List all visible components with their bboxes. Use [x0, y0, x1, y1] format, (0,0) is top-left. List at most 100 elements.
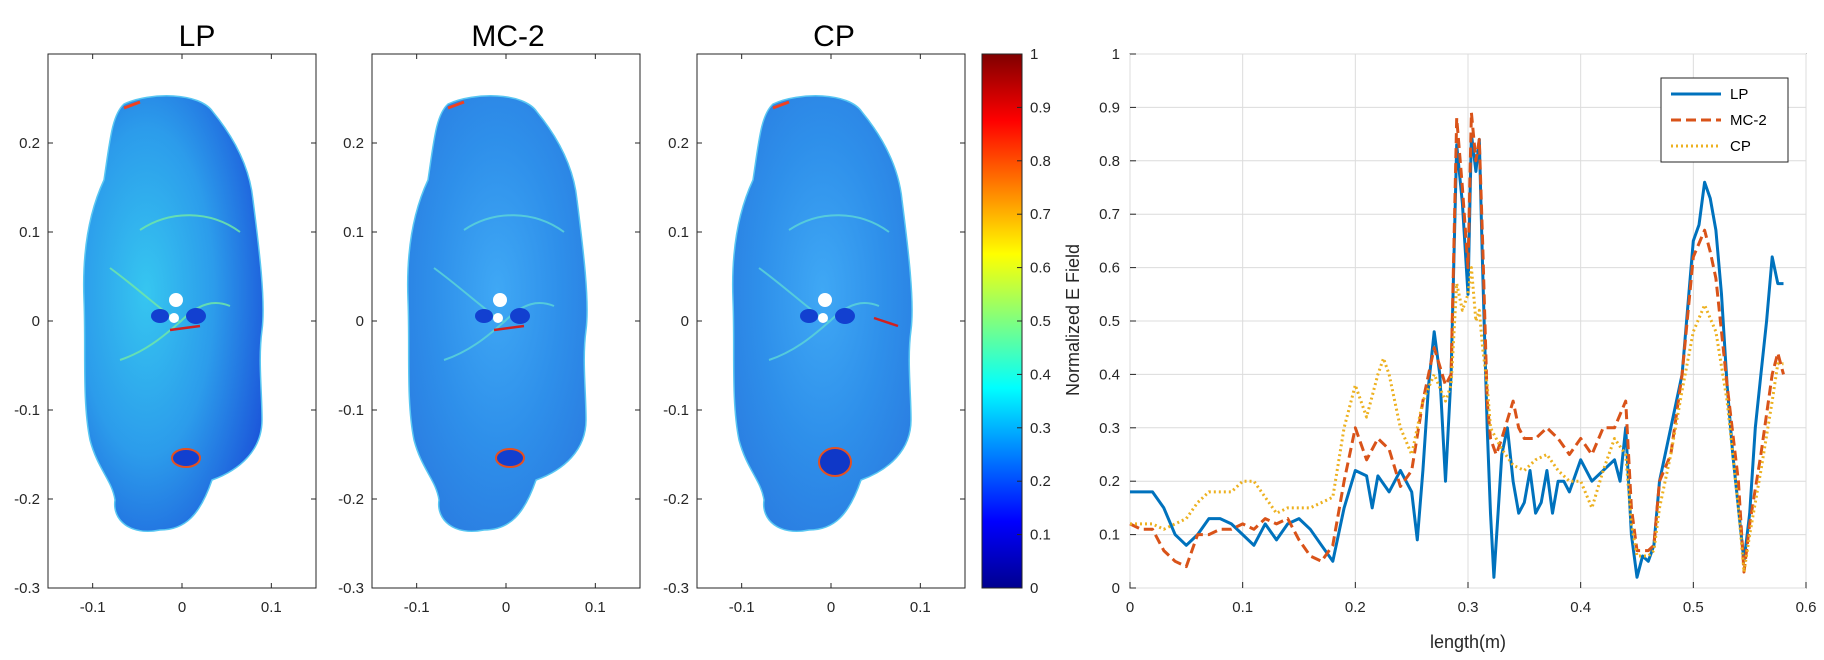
cavity [493, 313, 503, 323]
cavity [818, 293, 832, 307]
heatmap-panel-mc-2: MC-2 [371, 20, 641, 589]
organ [800, 309, 818, 323]
x-tick-label: 0.1 [261, 599, 282, 616]
panel-title: MC-2 [471, 20, 544, 53]
colorbar: Normalized E Field [981, 53, 1083, 589]
hotspot [169, 324, 201, 332]
series-line-mc-2 [1129, 111, 1785, 574]
y-tick-label: 0.6 [1099, 260, 1120, 277]
x-tick-label: 0 [178, 599, 186, 616]
x-tick-label: 0.5 [1683, 599, 1704, 616]
y-tick-label: 0.5 [1099, 313, 1120, 330]
x-tick-label: 0.3 [1458, 599, 1479, 616]
panel-title: LP [179, 20, 216, 53]
x-tick-label: -0.1 [80, 599, 106, 616]
series-group [1129, 111, 1785, 579]
legend-label-lp: LP [1730, 86, 1748, 103]
y-tick-label: 0 [681, 313, 689, 330]
colorbar-tick-label: 1 [1030, 46, 1038, 63]
organ [495, 448, 525, 468]
panel-title: CP [813, 20, 855, 53]
y-tick-label: 0.8 [1099, 153, 1120, 170]
series-line-lp [1130, 132, 1784, 579]
organ [835, 308, 855, 324]
legend-box [1660, 77, 1789, 163]
ticks-layer: -0.1 0 0.1 0.2 0.1 0 -0.1 -0.2 -0.3 -0.1 0 0.1 0.2 0.… [14, 46, 1816, 616]
colorbar-tick-label: 0.6 [1030, 260, 1051, 277]
internal-boundaries [109, 214, 241, 361]
y-tick-label: -0.1 [663, 402, 689, 419]
heatmap-panel-cp: CP [696, 20, 966, 589]
y-tick-label: 0.1 [1099, 527, 1120, 544]
y-tick-label: 0.2 [19, 135, 40, 152]
cavity [493, 293, 507, 307]
y-tick-label: -0.3 [338, 580, 364, 597]
colorbar-gradient [981, 53, 1023, 589]
hotspot [123, 100, 141, 110]
x-tick-label: -0.1 [404, 599, 430, 616]
y-tick-label: 1 [1112, 46, 1120, 63]
y-tick-label: 0.7 [1099, 206, 1120, 223]
colorbar-tick-label: 0 [1030, 580, 1038, 597]
internal-boundaries [433, 214, 565, 361]
hotspot [873, 316, 899, 328]
organ [475, 309, 493, 323]
x-tick-label: 0.4 [1570, 599, 1591, 616]
organ [171, 448, 201, 468]
colorbar-tick-label: 0.2 [1030, 473, 1051, 490]
legend: LP MC-2 CP [1660, 77, 1789, 163]
x-tick-label: 0 [502, 599, 510, 616]
cavity [169, 293, 183, 307]
colorbar-label: Normalized E Field [1063, 244, 1083, 396]
organ [818, 447, 852, 477]
x-tick-label: 0.2 [1345, 599, 1366, 616]
y-tick-label: -0.1 [338, 402, 364, 419]
hotspot [447, 100, 465, 110]
x-axis-label: length(m) [1430, 632, 1506, 652]
x-tick-label: 0.1 [1232, 599, 1253, 616]
colorbar-tick-label: 0.9 [1030, 99, 1051, 116]
x-tick-label: 0 [1126, 599, 1134, 616]
y-tick-label: -0.2 [14, 491, 40, 508]
x-tick-label: 0.1 [910, 599, 931, 616]
organ [186, 308, 206, 324]
y-tick-label: -0.2 [663, 491, 689, 508]
colorbar-tick-label: 0.7 [1030, 206, 1051, 223]
y-tick-label: -0.2 [338, 491, 364, 508]
cavity [818, 313, 828, 323]
y-tick-label: 0.3 [1099, 420, 1120, 437]
y-tick-label: 0 [32, 313, 40, 330]
legend-label-cp: CP [1730, 138, 1751, 155]
y-tick-label: 0.1 [343, 224, 364, 241]
x-tick-label: 0.1 [585, 599, 606, 616]
organ [151, 309, 169, 323]
y-tick-label: 0.2 [668, 135, 689, 152]
hotspot [772, 100, 790, 110]
y-tick-label: -0.3 [14, 580, 40, 597]
legend-label-mc-2: MC-2 [1730, 112, 1767, 129]
internal-boundaries [758, 214, 890, 361]
x-tick-label: -0.1 [729, 599, 755, 616]
y-tick-label: 0 [356, 313, 364, 330]
colorbar-tick-label: 0.5 [1030, 313, 1051, 330]
y-tick-label: 0 [1112, 580, 1120, 597]
y-tick-label: -0.3 [663, 580, 689, 597]
colorbar-tick-label: 0.1 [1030, 527, 1051, 544]
y-tick-label: 0.2 [343, 135, 364, 152]
colorbar-tick-label: 0.3 [1030, 420, 1051, 437]
line-chart: length(m) LP MC-2 CP [1129, 53, 1807, 652]
y-tick-label: 0.2 [1099, 473, 1120, 490]
x-tick-label: 0.6 [1796, 599, 1817, 616]
colorbar-tick-label: 0.4 [1030, 366, 1051, 383]
hotspot [493, 324, 525, 332]
y-tick-label: 0.4 [1099, 366, 1120, 383]
y-tick-label: -0.1 [14, 402, 40, 419]
colorbar-tick-label: 0.8 [1030, 153, 1051, 170]
x-tick-label: 0 [827, 599, 835, 616]
cavity [169, 313, 179, 323]
y-tick-label: 0.9 [1099, 99, 1120, 116]
heatmap-panel-lp: LP [47, 20, 317, 589]
y-tick-label: 0.1 [668, 224, 689, 241]
organ [510, 308, 530, 324]
